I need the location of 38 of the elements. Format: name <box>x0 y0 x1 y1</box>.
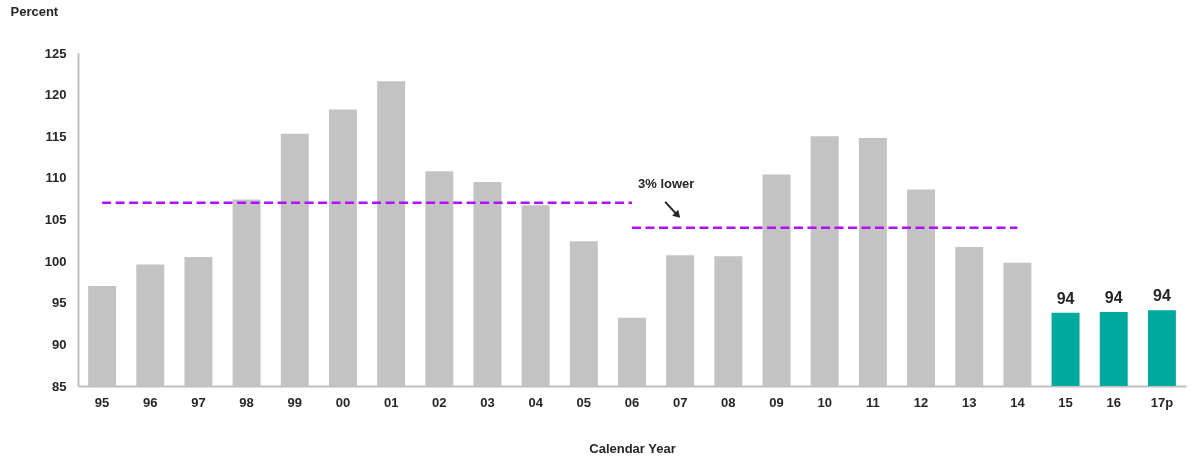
x-tick-label: 97 <box>191 394 206 410</box>
y-tick-label: 105 <box>44 212 67 227</box>
x-tick-label: 02 <box>432 394 447 410</box>
y-tick-label: 95 <box>52 295 67 311</box>
data-label: 94 <box>1104 288 1123 306</box>
x-tick-label: 04 <box>528 394 544 410</box>
y-tick-label: 110 <box>45 170 67 186</box>
x-tick-label: 10 <box>817 394 832 410</box>
x-tick-label: 16 <box>1106 394 1121 410</box>
x-tick-label: 05 <box>576 394 592 410</box>
x-tick-label: 14 <box>1010 394 1026 410</box>
x-axis-title: Calendar Year <box>589 440 676 456</box>
y-tick-label: 100 <box>44 253 67 269</box>
x-tick-label: 09 <box>769 394 784 410</box>
x-tick-label: 12 <box>913 394 929 410</box>
x-tick-label: 15 <box>1058 394 1073 410</box>
y-tick-label: 85 <box>52 378 67 394</box>
x-tick-label: 99 <box>287 394 303 410</box>
y-tick-label: 125 <box>44 45 67 61</box>
y-tick-label: 90 <box>52 336 67 352</box>
x-tick-label: 07 <box>672 394 688 410</box>
x-tick-label: 95 <box>94 394 110 410</box>
x-tick-label: 08 <box>721 394 736 410</box>
x-tick-label: 11 <box>865 394 880 410</box>
x-tick-label: 98 <box>239 394 254 410</box>
x-tick-label: 00 <box>335 394 351 410</box>
y-tick-label: 115 <box>45 128 67 144</box>
annotation: 3% lower <box>637 175 695 191</box>
x-tick-label: 17p <box>1150 394 1174 410</box>
x-tick-label: 01 <box>383 394 399 410</box>
x-tick-label: 13 <box>961 394 977 410</box>
y-axis-title: Percent <box>10 3 59 19</box>
data-label: 94 <box>1056 289 1075 307</box>
y-tick-label: 120 <box>44 87 67 103</box>
x-tick-label: 06 <box>624 394 640 410</box>
x-tick-label: 96 <box>143 394 158 410</box>
data-label: 94 <box>1153 287 1171 305</box>
x-tick-label: 03 <box>480 394 495 410</box>
